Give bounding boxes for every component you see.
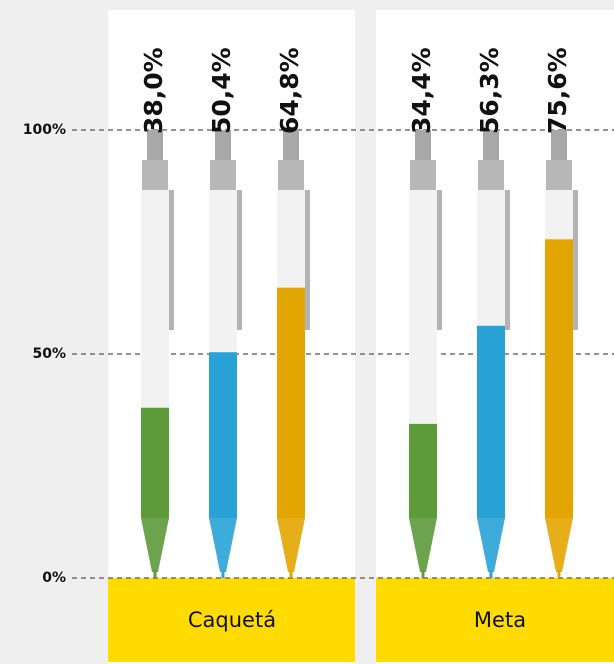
value-label: 75,6%: [543, 47, 572, 134]
pen-cap: [147, 130, 163, 160]
y-tick-label: 50%: [32, 346, 66, 362]
y-tick-label: 0%: [42, 570, 66, 586]
bar: [141, 407, 169, 518]
pen-cap: [283, 130, 299, 160]
pen-cap-base: [478, 160, 504, 190]
pen-tip: [409, 518, 437, 572]
pen-cap: [415, 130, 431, 160]
pen-tip: [209, 518, 237, 572]
pen-tip: [477, 518, 505, 572]
pen-cap: [483, 130, 499, 160]
pen-clip: [572, 190, 578, 330]
bar: [477, 325, 505, 518]
pen-clip: [436, 190, 442, 330]
pen-point: [489, 570, 493, 578]
pen-cap-base: [142, 160, 168, 190]
category-label: Caquetá: [188, 608, 276, 632]
pen-point: [557, 570, 561, 578]
pen-point: [289, 570, 293, 578]
value-label: 50,4%: [207, 47, 236, 134]
pen-cap-base: [278, 160, 304, 190]
value-label: 64,8%: [275, 47, 304, 134]
pen-clip: [304, 190, 310, 330]
pen-cap-base: [210, 160, 236, 190]
value-label: 34,4%: [407, 47, 436, 134]
bar: [209, 352, 237, 518]
pen-cap: [551, 130, 567, 160]
pen-cap-base: [410, 160, 436, 190]
pen-cap: [215, 130, 231, 160]
value-label: 38,0%: [139, 47, 168, 134]
pen-tip: [141, 518, 169, 572]
panel-base: [108, 578, 355, 662]
pen-cap-base: [546, 160, 572, 190]
category-label: Meta: [474, 608, 526, 632]
pen-clip: [504, 190, 510, 330]
y-tick-label: 100%: [23, 122, 66, 138]
pen-point: [153, 570, 157, 578]
pen-tip: [545, 518, 573, 572]
bar: [277, 287, 305, 518]
pen-tip: [277, 518, 305, 572]
pen-point: [421, 570, 425, 578]
pen-clip: [168, 190, 174, 330]
bar: [409, 423, 437, 518]
pen-clip: [236, 190, 242, 330]
bar: [545, 239, 573, 518]
value-label: 56,3%: [475, 47, 504, 134]
pen-point: [221, 570, 225, 578]
panel-base: [376, 578, 614, 662]
